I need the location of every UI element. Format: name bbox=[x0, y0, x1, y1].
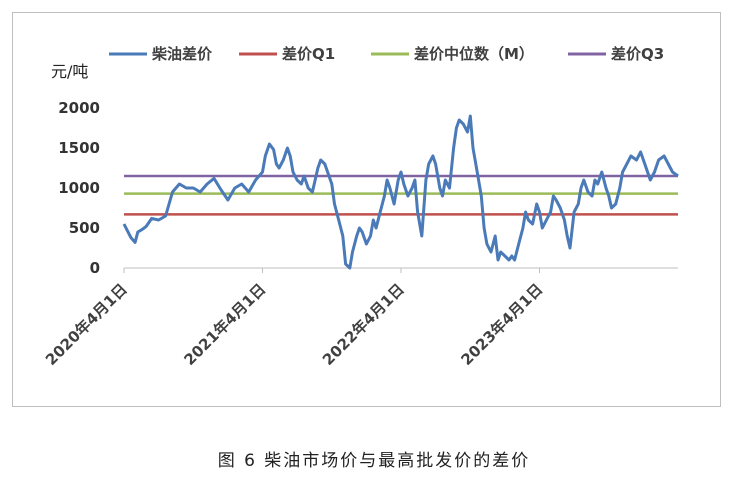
chart-frame: 柴油差价 差价Q1 差价中位数（M） 差价Q3 元/吨 0 500 1000 1500 200… bbox=[12, 12, 721, 407]
y-axis-ticks: 0 500 1000 1500 2000 bbox=[58, 99, 100, 277]
legend-label: 柴油差价 bbox=[151, 45, 213, 63]
y-axis-label: 元/吨 bbox=[51, 62, 88, 81]
x-tick-label: 2021年4月1日 bbox=[180, 280, 269, 369]
y-tick-label: 1000 bbox=[58, 179, 100, 197]
x-tick-label: 2023年4月1日 bbox=[457, 280, 546, 369]
legend-label: 差价中位数（M） bbox=[414, 45, 534, 63]
y-tick-label: 2000 bbox=[58, 99, 100, 117]
y-tick-label: 500 bbox=[69, 219, 100, 237]
figure-caption: 图 6 柴油市场价与最高批发价的差价 bbox=[217, 451, 531, 471]
legend: 柴油差价 差价Q1 差价中位数（M） 差价Q3 bbox=[109, 45, 664, 63]
y-tick-label: 0 bbox=[90, 259, 100, 277]
series-layer bbox=[122, 114, 679, 270]
y-tick-label: 1500 bbox=[58, 139, 100, 157]
x-tick-label: 2020年4月1日 bbox=[42, 280, 131, 369]
legend-label: 差价Q1 bbox=[282, 45, 335, 63]
x-tick-label: 2022年4月1日 bbox=[319, 280, 408, 369]
chart-svg: 柴油差价 差价Q1 差价中位数（M） 差价Q3 元/吨 0 500 1000 1500 200… bbox=[42, 45, 679, 369]
series-line-spread bbox=[122, 114, 679, 270]
x-axis-ticks: 2020年4月1日 2021年4月1日 2022年4月1日 2023年4月1日 bbox=[42, 268, 546, 369]
legend-label: 差价Q3 bbox=[611, 45, 664, 63]
